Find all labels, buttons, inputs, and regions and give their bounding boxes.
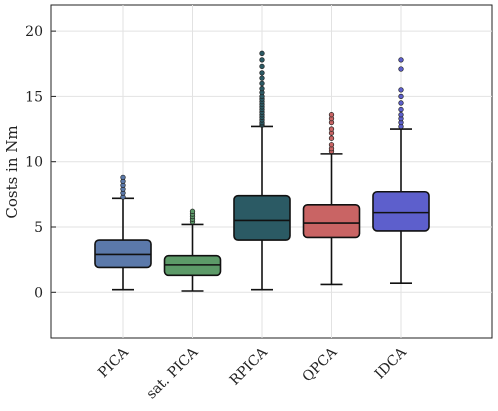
outlier-point bbox=[120, 174, 126, 181]
y-tick-label: 15 bbox=[25, 89, 43, 105]
outlier-point bbox=[398, 87, 404, 93]
y-tick-label: 10 bbox=[25, 155, 43, 171]
outlier-point bbox=[398, 93, 404, 100]
outlier-point bbox=[398, 106, 404, 113]
x-category-label: IDCA bbox=[372, 344, 411, 383]
x-category-label: PICA bbox=[95, 344, 132, 381]
outlier-point bbox=[398, 66, 404, 72]
x-category-label: RPICA bbox=[227, 344, 272, 389]
iqr-box bbox=[302, 204, 361, 239]
outlier-point bbox=[189, 208, 196, 214]
outlier-point bbox=[259, 75, 265, 81]
outlier-point bbox=[328, 142, 335, 148]
y-tick-label: 20 bbox=[25, 24, 43, 40]
x-category-label: QPCA bbox=[300, 344, 341, 385]
x-category-label: sat. PICA bbox=[143, 344, 201, 402]
outlier-point bbox=[259, 70, 265, 76]
outlier-point bbox=[259, 63, 265, 70]
box-idca bbox=[372, 57, 430, 284]
outlier-point bbox=[328, 126, 335, 132]
box-sat-pica bbox=[163, 208, 222, 292]
outlier-point bbox=[328, 135, 335, 141]
plot-area bbox=[50, 4, 493, 339]
y-axis-ticks: 0 5 10 15 20 bbox=[25, 24, 56, 301]
outlier-point bbox=[328, 112, 335, 118]
box-rpica bbox=[233, 50, 291, 291]
box-qpca bbox=[302, 112, 361, 286]
iqr-box bbox=[372, 190, 430, 232]
y-axis-label: Costs in Nm bbox=[3, 125, 21, 218]
y-tick-label: 0 bbox=[34, 285, 43, 301]
outlier-point bbox=[398, 100, 404, 106]
outlier-point bbox=[259, 85, 265, 92]
box-pica bbox=[94, 174, 152, 291]
box-series bbox=[94, 50, 430, 292]
outlier-point bbox=[259, 57, 265, 63]
outlier-point bbox=[398, 57, 404, 63]
x-axis-labels: PICA sat. PICA RPICA QPCA IDCA bbox=[95, 344, 410, 403]
iqr-box bbox=[233, 194, 291, 241]
outlier-point bbox=[259, 80, 265, 87]
outlier-point bbox=[398, 112, 404, 118]
outlier-point bbox=[259, 50, 265, 56]
y-tick-label: 5 bbox=[34, 220, 43, 236]
